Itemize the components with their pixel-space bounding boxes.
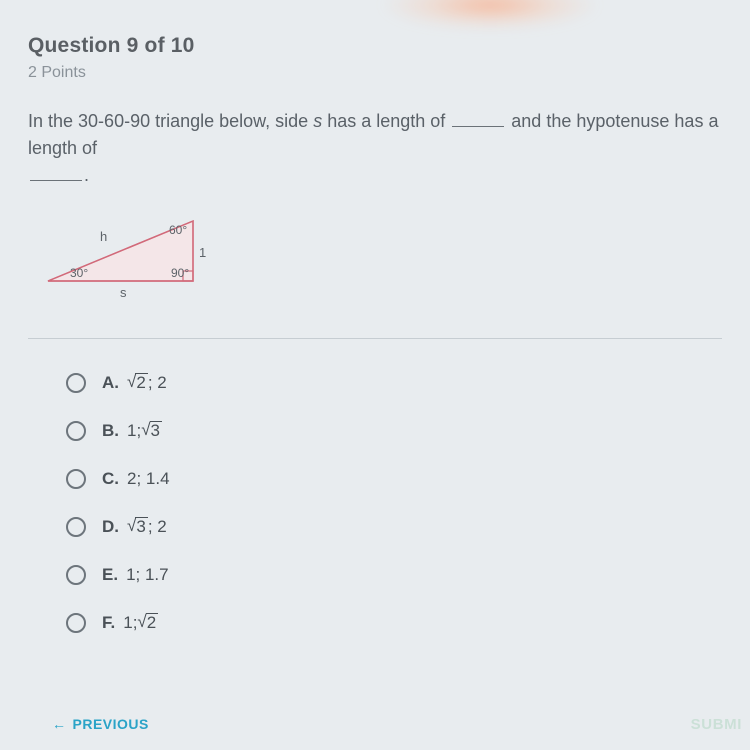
sqrt-icon: √3: [141, 421, 162, 441]
side-1-label: 1: [199, 245, 206, 260]
sqrt-icon: √2: [137, 613, 158, 633]
sqrt-icon: √2: [127, 373, 148, 393]
radio-icon: [66, 613, 86, 633]
choice-letter: E.: [102, 565, 118, 585]
triangle-diagram: 30° 90° 60° h 1 s: [38, 203, 722, 308]
choice-c[interactable]: C. 2; 1.4: [66, 469, 722, 489]
question-text-part2: has a length of: [322, 111, 450, 131]
choice-letter: B.: [102, 421, 119, 441]
divider: [28, 338, 722, 339]
question-variable-s: s: [313, 111, 322, 131]
previous-label: PREVIOUS: [73, 716, 149, 732]
choice-f[interactable]: F. 1; √2: [66, 613, 722, 633]
previous-button[interactable]: ← PREVIOUS: [52, 716, 149, 732]
answer-choices: A. √2 ; 2 B. 1; √3 C. 2; 1.4 D. √3 ; 2 E…: [66, 373, 722, 633]
question-text-part4: .: [84, 165, 89, 185]
choice-text: ; 2: [148, 373, 167, 393]
choice-b[interactable]: B. 1; √3: [66, 421, 722, 441]
choice-d[interactable]: D. √3 ; 2: [66, 517, 722, 537]
side-h-label: h: [100, 229, 107, 244]
angle-60-label: 60°: [169, 223, 187, 237]
triangle-svg: 30° 90° 60° h 1 s: [38, 203, 228, 303]
choice-e[interactable]: E. 1; 1.7: [66, 565, 722, 585]
question-number: Question 9 of 10: [28, 34, 722, 58]
choice-a[interactable]: A. √2 ; 2: [66, 373, 722, 393]
footer-bar: ← PREVIOUS SUBMI: [0, 702, 750, 750]
submit-button[interactable]: SUBMI: [691, 716, 742, 733]
question-sheet: Question 9 of 10 2 Points In the 30-60-9…: [0, 0, 750, 633]
choice-text-pre: 1;: [123, 613, 137, 633]
sqrt-icon: √3: [127, 517, 148, 537]
choice-text: 1; 1.7: [126, 565, 169, 585]
blank-2: [30, 165, 82, 181]
radio-icon: [66, 469, 86, 489]
question-points: 2 Points: [28, 64, 722, 82]
arrow-left-icon: ←: [52, 716, 67, 732]
angle-30-label: 30°: [70, 266, 88, 280]
radio-icon: [66, 421, 86, 441]
choice-letter: D.: [102, 517, 119, 537]
choice-letter: C.: [102, 469, 119, 489]
angle-90-label: 90°: [171, 266, 189, 280]
choice-text: 2; 1.4: [127, 469, 170, 489]
blank-1: [452, 111, 504, 127]
radio-icon: [66, 373, 86, 393]
question-text-part1: In the 30-60-90 triangle below, side: [28, 111, 313, 131]
choice-text-pre: 1;: [127, 421, 141, 441]
choice-text: ; 2: [148, 517, 167, 537]
radio-icon: [66, 517, 86, 537]
choice-letter: F.: [102, 613, 115, 633]
radio-icon: [66, 565, 86, 585]
question-text: In the 30-60-90 triangle below, side s h…: [28, 108, 722, 189]
choice-letter: A.: [102, 373, 119, 393]
side-s-label: s: [120, 285, 127, 300]
